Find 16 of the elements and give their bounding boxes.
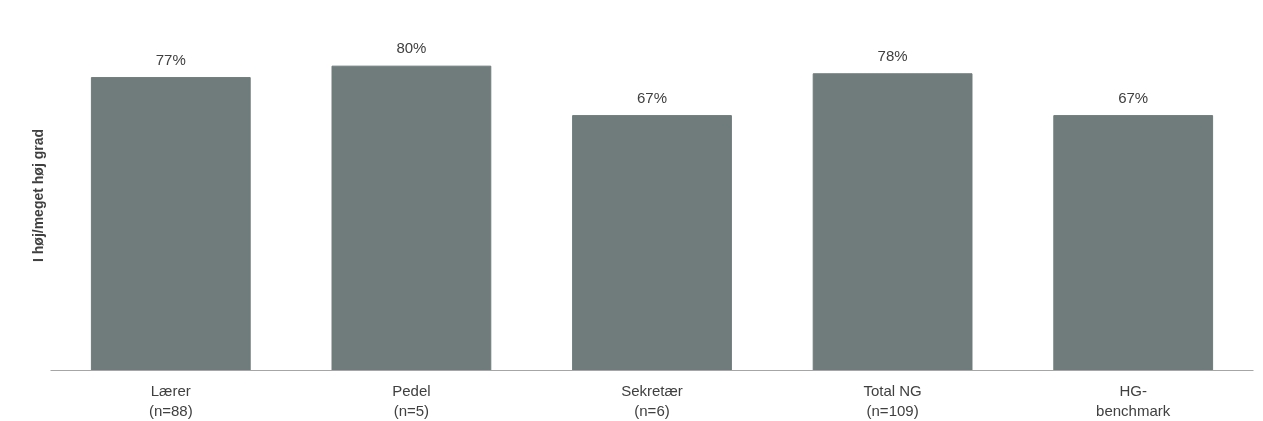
data-label: 78% <box>877 46 908 64</box>
x-tick-label: HG- benchmark <box>1096 381 1171 419</box>
bar <box>572 115 732 371</box>
y-axis-title: I høj/meget høj grad <box>29 128 46 262</box>
bar <box>1053 115 1214 371</box>
bar <box>90 77 251 371</box>
x-tick-label: Pedel (n=5) <box>392 381 431 419</box>
data-label: 67% <box>636 88 668 106</box>
x-tick-label: Lærer (n=88) <box>148 381 193 419</box>
bar <box>331 65 492 371</box>
data-label: 77% <box>155 50 186 68</box>
data-label: 67% <box>1118 88 1149 106</box>
data-label: 80% <box>396 39 427 57</box>
x-tick-label: Total NG (n=109) <box>863 381 922 419</box>
x-tick-label: Sekretær (n=6) <box>621 381 683 419</box>
bar <box>812 73 973 371</box>
